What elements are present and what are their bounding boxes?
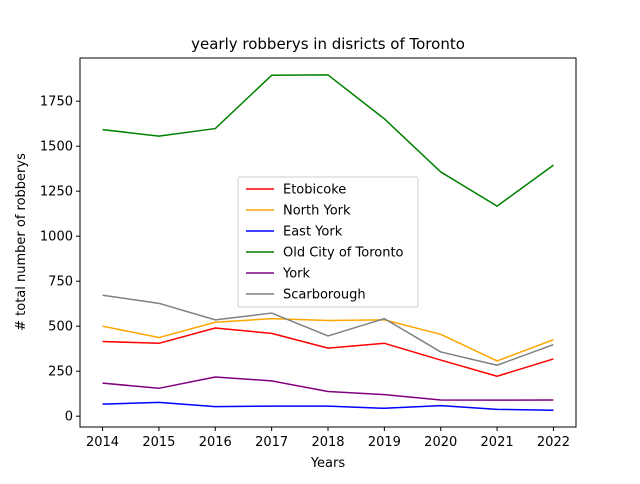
- y-axis-label: # total number of robberys: [14, 153, 29, 331]
- y-tick-label: 1250: [40, 185, 73, 200]
- legend-label-0: Etobicoke: [283, 183, 346, 198]
- series-line-0: [102, 327, 554, 377]
- y-tick-label: 1500: [40, 140, 73, 155]
- y-axis: 0 250 500 750 1000 1250 1500 1750: [40, 95, 80, 425]
- y-tick-label: 0: [65, 410, 73, 425]
- y-tick-label: 750: [48, 275, 73, 290]
- series-line-4: [102, 376, 554, 401]
- series-line-5: [102, 294, 554, 367]
- legend: Etobicoke North York East York Old City of …: [237, 176, 419, 308]
- y-tick-label: 250: [48, 365, 73, 380]
- legend-box: [237, 176, 419, 308]
- x-axis: 2014 2015 2016 2017 2018 2019 2020 2021 2022: [86, 427, 570, 450]
- x-tick-label: 2021: [481, 435, 514, 450]
- x-axis-label: Years: [310, 456, 346, 471]
- legend-label-5: Scarborough: [283, 288, 366, 303]
- x-tick-label: 2016: [199, 435, 232, 450]
- x-tick-label: 2020: [424, 435, 457, 450]
- chart-title: yearly robberys in disricts of Toronto: [191, 35, 465, 53]
- x-tick-label: 2015: [142, 435, 175, 450]
- legend-label-1: North York: [283, 204, 351, 219]
- legend-label-4: York: [282, 267, 311, 282]
- series-line-2: [102, 401, 554, 412]
- legend-label-2: East York: [283, 225, 343, 240]
- y-tick-label: 1000: [40, 230, 73, 245]
- x-tick-label: 2022: [537, 435, 570, 450]
- series-line-1: [102, 317, 554, 362]
- y-tick-label: 500: [48, 320, 73, 335]
- legend-label-3: Old City of Toronto: [283, 246, 404, 261]
- series-layer: [102, 74, 554, 412]
- x-tick-label: 2018: [311, 435, 344, 450]
- x-tick-label: 2019: [368, 435, 401, 450]
- x-tick-label: 2017: [255, 435, 288, 450]
- series-line-3: [102, 74, 554, 207]
- x-tick-label: 2014: [86, 435, 119, 450]
- y-tick-label: 1750: [40, 95, 73, 110]
